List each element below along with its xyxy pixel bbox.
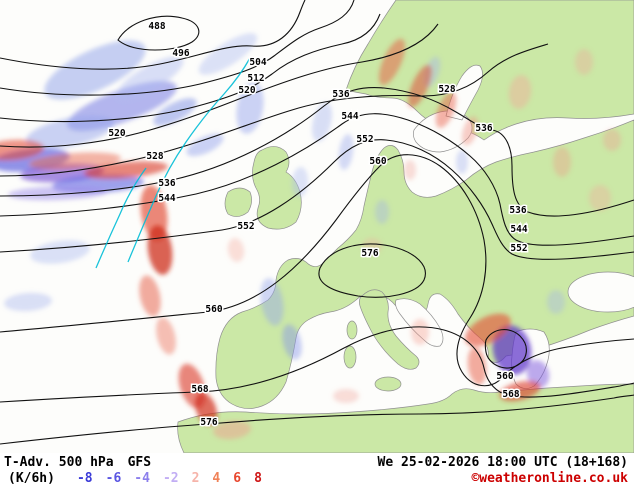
contour-label-520: 520 [108, 128, 125, 139]
scale-value-4: 4 [212, 471, 221, 486]
contour-label-552: 552 [237, 221, 254, 232]
contour-label-544: 544 [510, 224, 527, 235]
footer-legend-row: (K/6h) -8 -6 -4 -2 2 4 6 8 ©weatheronline.co.uk [4, 471, 628, 487]
footer-title-row: T-Adv. 500 hPa GFS We 25-02-2026 18:00 UT… [4, 455, 628, 471]
contour-label-552: 552 [356, 134, 373, 145]
contour-label-528: 528 [146, 151, 163, 162]
scale-value-6: 6 [233, 471, 242, 486]
contour-label-560: 560 [369, 156, 386, 167]
model-label: GFS [127, 455, 152, 470]
contour-label-520: 520 [238, 85, 255, 96]
contour-label-560: 560 [205, 304, 222, 315]
advection-scale: -8 -6 -4 -2 2 4 6 8 [77, 471, 262, 487]
footer: T-Adv. 500 hPa GFS We 25-02-2026 18:00 UT… [0, 453, 634, 490]
contour-label-496: 496 [172, 48, 189, 59]
chart-title: T-Adv. 500 hPa GFS [4, 455, 151, 471]
contour-label-576: 576 [361, 248, 378, 259]
contour-label-536: 536 [475, 123, 492, 134]
scale-value-8: 8 [254, 471, 262, 486]
contour-label-544: 544 [341, 111, 358, 122]
contour-label-504: 504 [249, 57, 266, 68]
contour-label-488: 488 [148, 21, 165, 32]
contour-labels: 4884965045125205205285285365365365365445… [107, 20, 529, 430]
valid-time: We 25-02-2026 18:00 UTC (18+168) [377, 455, 628, 470]
weather-map-canvas: 4884965045125205205285285365365365365445… [0, 0, 634, 453]
copyright: ©weatheronline.co.uk [471, 471, 628, 486]
scale-value--6: -6 [105, 471, 122, 486]
contour-label-568: 568 [191, 384, 208, 395]
contour-label-528: 528 [438, 84, 455, 95]
contour-label-552: 552 [510, 243, 527, 254]
contour-label-536: 536 [158, 178, 175, 189]
unit-label: (K/6h) [8, 471, 55, 486]
contour-label-560: 560 [496, 371, 513, 382]
contour-label-536: 536 [332, 89, 349, 100]
parameter-label: T-Adv. 500 hPa [4, 455, 114, 470]
scale-value-2: 2 [191, 471, 200, 486]
contour-label-568: 568 [502, 389, 519, 400]
weather-map: 488 496 504 512 520 520 528 528 536 536 536 536 544 5… [0, 0, 634, 453]
contour-label-512: 512 [247, 73, 264, 84]
scale-value--2: -2 [162, 471, 179, 486]
height-contours [0, 0, 634, 445]
contour-label-536: 536 [509, 205, 526, 216]
scale-value--8: -8 [76, 471, 93, 486]
contour-label-576: 576 [200, 417, 217, 428]
isotherm-contours [95, 57, 251, 269]
contour-label-544: 544 [158, 193, 175, 204]
scale-value--4: -4 [134, 471, 150, 486]
